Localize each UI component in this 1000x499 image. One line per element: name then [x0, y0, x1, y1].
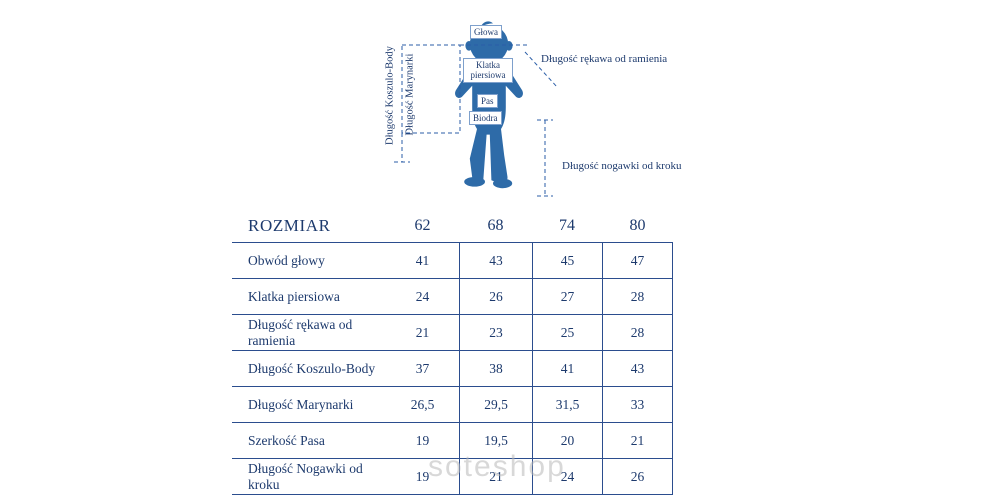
label-glowa: Głowa — [470, 25, 502, 40]
cell-value: 38 — [459, 351, 532, 386]
table-row: Długość Marynarki 26,5 29,5 31,5 33 — [232, 387, 673, 423]
table-row: Obwód głowy 41 43 45 47 — [232, 243, 673, 279]
cell-value: 29,5 — [459, 387, 532, 422]
cell-value: 26 — [459, 279, 532, 314]
cell-value: 45 — [532, 243, 602, 278]
cell-value: 25 — [532, 315, 602, 350]
label-biodra: Biodra — [469, 111, 502, 126]
cell-value: 41 — [532, 351, 602, 386]
cell-value: 19 — [415, 468, 430, 484]
cell-value: 41 — [415, 252, 430, 268]
cell-value: 43 — [459, 243, 532, 278]
table-title-rozmiar: ROZMIAR — [248, 216, 331, 235]
annotation-koszulo-body-length: Długość Koszulo-Body — [384, 46, 396, 145]
row-label: Szerkość Pasa — [248, 432, 325, 448]
row-label: Długość Marynarki — [248, 396, 354, 412]
cell-value: 31,5 — [532, 387, 602, 422]
cell-value: 33 — [602, 387, 673, 422]
label-klatka-piersiowa: Klatka piersiowa — [463, 58, 513, 83]
row-label: Klatka piersiowa — [248, 288, 340, 304]
table-row: Długość Koszulo-Body 37 38 41 43 — [232, 351, 673, 387]
cell-value: 21 — [415, 324, 430, 340]
table-row: Długość rękawa od ramienia 21 23 25 28 — [232, 315, 673, 351]
size-col-80: 80 — [629, 217, 646, 234]
cell-value: 21 — [602, 423, 673, 458]
size-table-header: ROZMIAR 62 68 74 80 — [232, 210, 673, 243]
size-table: ROZMIAR 62 68 74 80 Obwód głowy 41 43 45… — [232, 210, 673, 495]
cell-value: 47 — [602, 243, 673, 278]
annotation-sleeve-length: Długość rękawa od ramienia — [541, 53, 668, 65]
measurement-dashed-lines — [394, 44, 559, 197]
size-col-68: 68 — [487, 217, 504, 234]
cell-value: 20 — [532, 423, 602, 458]
row-label: Długość rękawa od ramienia — [248, 316, 353, 348]
cell-value: 19,5 — [459, 423, 532, 458]
row-label: Długość Nogawki od kroku — [248, 460, 363, 492]
row-label: Obwód głowy — [248, 252, 325, 268]
cell-value: 19 — [415, 432, 430, 448]
cell-value: 27 — [532, 279, 602, 314]
row-label: Długość Koszulo-Body — [248, 360, 376, 376]
cell-value: 26,5 — [410, 396, 435, 412]
annotation-marynarki-length: Długość Marynarki — [404, 53, 416, 136]
cell-value: 21 — [459, 459, 532, 494]
cell-value: 24 — [532, 459, 602, 494]
cell-value: 28 — [602, 279, 673, 314]
cell-value: 43 — [602, 351, 673, 386]
cell-value: 24 — [415, 288, 430, 304]
table-row: Długość Nogawki od kroku 19 21 24 26 — [232, 459, 673, 495]
baby-measurement-diagram: Głowa Klatka piersiowa Pas Biodra Długoś… — [0, 0, 1000, 212]
cell-value: 23 — [459, 315, 532, 350]
table-row: Klatka piersiowa 24 26 27 28 — [232, 279, 673, 315]
size-col-62: 62 — [414, 217, 431, 234]
cell-value: 26 — [602, 459, 673, 494]
table-row: Szerkość Pasa 19 19,5 20 21 — [232, 423, 673, 459]
cell-value: 37 — [415, 360, 430, 376]
label-pas: Pas — [477, 94, 498, 109]
size-col-74: 74 — [559, 217, 575, 234]
annotation-leg-length: Długość nogawki od kroku — [562, 160, 682, 172]
cell-value: 28 — [602, 315, 673, 350]
